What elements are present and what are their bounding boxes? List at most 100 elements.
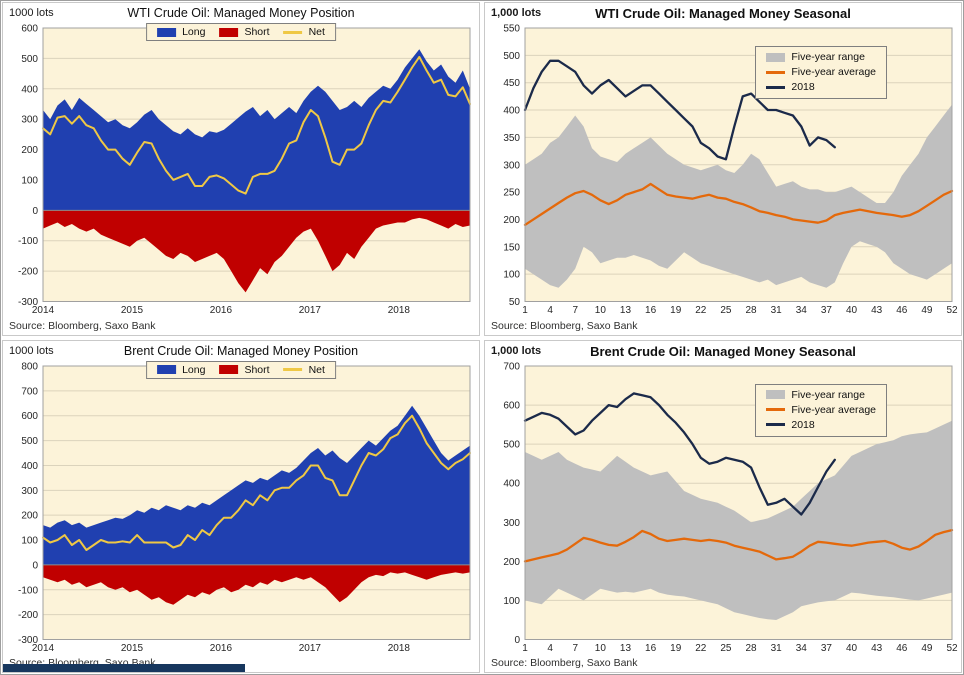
svg-text:34: 34 — [796, 305, 808, 316]
svg-text:200: 200 — [503, 215, 520, 226]
source-label: Source: Bloomberg, Saxo Bank — [9, 319, 156, 332]
svg-text:2014: 2014 — [32, 643, 55, 654]
y-axis-unit-label: 1000 lots — [9, 344, 54, 357]
svg-text:-300: -300 — [18, 635, 38, 646]
svg-text:100: 100 — [21, 175, 38, 186]
legend-line-swatch — [766, 85, 786, 89]
legend-item: Net — [283, 26, 325, 38]
svg-text:700: 700 — [21, 386, 38, 397]
svg-text:2015: 2015 — [121, 643, 144, 654]
bottom-bar-decoration — [3, 664, 245, 672]
svg-text:100: 100 — [503, 595, 520, 606]
svg-text:7: 7 — [572, 643, 578, 654]
svg-text:43: 43 — [871, 643, 883, 654]
legend-brent-seasonal: Five-year range Five-year average 2018 — [755, 383, 887, 437]
svg-text:-200: -200 — [18, 610, 38, 621]
legend-area-swatch — [219, 27, 239, 37]
svg-text:600: 600 — [21, 24, 38, 35]
legend-item: Long — [157, 26, 205, 38]
svg-text:40: 40 — [846, 305, 858, 316]
svg-text:600: 600 — [503, 400, 520, 411]
svg-text:46: 46 — [896, 305, 908, 316]
svg-text:500: 500 — [503, 439, 520, 450]
legend-wti-seasonal: Five-year range Five-year average 2018 — [755, 46, 887, 99]
legend-item: Five-year average — [766, 404, 876, 416]
svg-text:0: 0 — [514, 635, 520, 646]
legend-area-swatch — [157, 27, 177, 37]
svg-text:450: 450 — [503, 78, 520, 89]
legend-area-swatch — [219, 365, 239, 374]
legend-area-swatch — [766, 52, 786, 62]
svg-text:19: 19 — [670, 643, 682, 654]
svg-text:300: 300 — [503, 160, 520, 171]
panel-header: 1000 lots Brent Crude Oil: Managed Money… — [3, 341, 479, 360]
svg-text:31: 31 — [771, 643, 783, 654]
svg-text:0: 0 — [32, 560, 38, 571]
svg-text:52: 52 — [946, 305, 958, 316]
legend-label: Short — [244, 363, 270, 376]
legend-item: Net — [283, 364, 325, 376]
svg-text:40: 40 — [846, 643, 858, 654]
svg-text:500: 500 — [21, 436, 38, 447]
legend-wti-position: Long Short Net — [146, 23, 336, 41]
svg-text:2016: 2016 — [210, 305, 233, 316]
source-label: Source: Bloomberg, Saxo Bank — [491, 319, 638, 332]
svg-text:700: 700 — [503, 361, 520, 372]
chart-area: 0 100 200 300 400 500 600 700 1 4 7 10 13 16 19 22 25 28 3… — [485, 360, 961, 656]
svg-text:200: 200 — [21, 145, 38, 156]
panel-wti-seasonal: 1,000 lots WTI Crude Oil: Managed Money … — [484, 2, 962, 336]
panel-header: 1000 lots WTI Crude Oil: Managed Money P… — [3, 3, 479, 22]
svg-text:100: 100 — [21, 535, 38, 546]
svg-text:350: 350 — [503, 133, 520, 144]
brent-seasonal-chart: 0 100 200 300 400 500 600 700 1 4 7 10 13 16 19 22 25 28 3… — [503, 361, 958, 654]
svg-text:46: 46 — [896, 643, 908, 654]
y-axis-unit-label: 1,000 lots — [491, 7, 542, 19]
svg-text:300: 300 — [21, 115, 38, 126]
panel-wti-position: 1000 lots WTI Crude Oil: Managed Money P… — [2, 2, 480, 336]
legend-label: Net — [308, 26, 325, 38]
svg-text:25: 25 — [720, 643, 732, 654]
svg-text:28: 28 — [745, 643, 757, 654]
legend-label: Five-year range — [791, 388, 865, 401]
svg-text:-300: -300 — [18, 297, 38, 308]
legend-label: Short — [244, 26, 270, 38]
svg-text:2018: 2018 — [388, 643, 411, 654]
legend-item: Five-year average — [766, 66, 876, 78]
svg-text:400: 400 — [21, 460, 38, 471]
legend-item: Five-year range — [766, 51, 865, 63]
panel-header: 1,000 lots Brent Crude Oil: Managed Mone… — [485, 341, 961, 360]
legend-label: Five-year average — [791, 403, 876, 416]
svg-text:550: 550 — [503, 24, 520, 35]
svg-text:16: 16 — [645, 305, 657, 316]
panel-header: 1,000 lots WTI Crude Oil: Managed Money … — [485, 3, 961, 22]
legend-label: 2018 — [791, 81, 815, 93]
legend-brent-position: Long Short Net — [146, 360, 336, 379]
svg-text:7: 7 — [572, 305, 578, 316]
svg-text:200: 200 — [503, 556, 520, 567]
svg-text:37: 37 — [821, 305, 833, 316]
legend-label: Long — [182, 363, 206, 376]
chart-area: -300 -200 -100 0 100 200 300 400 500 600 700 800 201… — [3, 360, 479, 656]
svg-text:150: 150 — [503, 242, 520, 253]
chart-title: WTI Crude Oil: Managed Money Position — [127, 6, 355, 20]
svg-text:13: 13 — [620, 643, 632, 654]
legend-area-swatch — [766, 390, 786, 399]
svg-text:300: 300 — [21, 485, 38, 496]
svg-text:49: 49 — [921, 305, 933, 316]
svg-text:800: 800 — [21, 361, 38, 372]
svg-text:19: 19 — [670, 305, 682, 316]
legend-line-swatch — [766, 408, 786, 411]
svg-text:52: 52 — [946, 643, 958, 654]
svg-text:-100: -100 — [18, 585, 38, 596]
svg-text:250: 250 — [503, 188, 520, 199]
svg-text:2017: 2017 — [299, 305, 322, 316]
svg-text:2016: 2016 — [210, 643, 233, 654]
svg-text:2018: 2018 — [388, 305, 411, 316]
svg-text:49: 49 — [921, 643, 933, 654]
svg-text:4: 4 — [547, 643, 553, 654]
y-axis-unit-label: 1000 lots — [9, 7, 54, 19]
svg-text:0: 0 — [32, 206, 38, 217]
svg-text:1: 1 — [522, 305, 528, 316]
svg-text:300: 300 — [503, 517, 520, 528]
